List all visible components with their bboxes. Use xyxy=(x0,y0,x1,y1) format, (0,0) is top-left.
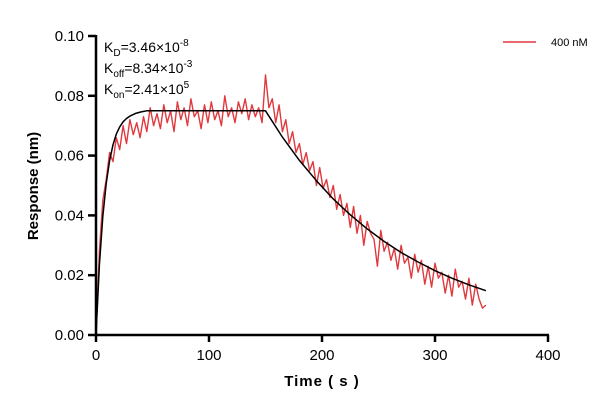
x-tick-label: 300 xyxy=(422,347,447,364)
kinetics-annotation: Kon=2.41×105 xyxy=(104,80,190,101)
fit-curve xyxy=(95,110,487,336)
y-tick-label: 0.00 xyxy=(55,327,84,344)
y-tick-label: 0.04 xyxy=(55,207,84,224)
kinetics-annotation: Koff=8.34×10-3 xyxy=(104,59,193,80)
kinetics-annotation: KD=3.46×10-8 xyxy=(104,38,189,59)
legend-label: 400 nM xyxy=(551,37,588,49)
series-line-400nm xyxy=(95,74,487,336)
y-tick-label: 0.10 xyxy=(55,28,84,45)
x-tick-label: 0 xyxy=(92,347,100,364)
x-tick-label: 200 xyxy=(309,347,334,364)
x-axis-label: Time ( s ) xyxy=(284,373,360,390)
x-tick-label: 100 xyxy=(196,347,221,364)
y-tick-label: 0.06 xyxy=(55,148,84,165)
legend: 400 nM xyxy=(503,37,588,49)
x-tick-label: 400 xyxy=(535,347,560,364)
y-tick-label: 0.08 xyxy=(55,88,84,105)
y-axis-label: Response (nm) xyxy=(25,132,42,240)
y-tick-label: 0.02 xyxy=(55,267,84,284)
